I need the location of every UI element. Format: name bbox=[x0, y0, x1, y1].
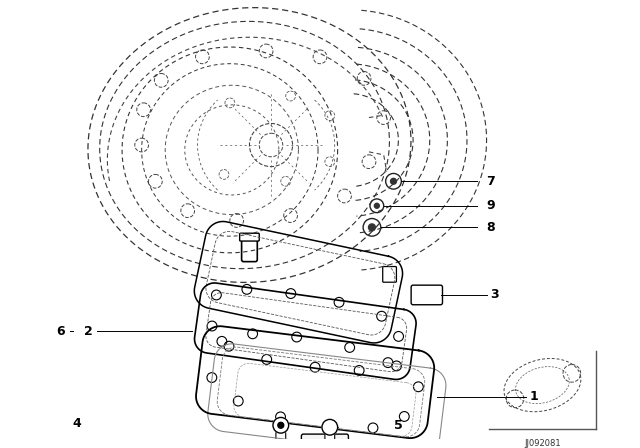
Text: 6: 6 bbox=[56, 325, 65, 338]
FancyBboxPatch shape bbox=[242, 236, 257, 262]
Text: 9: 9 bbox=[486, 199, 495, 212]
Text: 2: 2 bbox=[84, 325, 93, 338]
Text: 8: 8 bbox=[486, 221, 495, 234]
Text: 7: 7 bbox=[486, 175, 495, 188]
Circle shape bbox=[369, 224, 376, 231]
FancyBboxPatch shape bbox=[301, 434, 348, 448]
FancyBboxPatch shape bbox=[276, 432, 285, 440]
Circle shape bbox=[278, 422, 284, 428]
Text: 1: 1 bbox=[530, 390, 538, 403]
Text: JJ092081: JJ092081 bbox=[524, 439, 561, 448]
Circle shape bbox=[374, 203, 380, 208]
Circle shape bbox=[273, 418, 289, 433]
FancyBboxPatch shape bbox=[239, 233, 259, 241]
Circle shape bbox=[390, 178, 396, 184]
Circle shape bbox=[322, 419, 338, 435]
FancyBboxPatch shape bbox=[383, 267, 396, 282]
FancyBboxPatch shape bbox=[411, 285, 442, 305]
Text: 5: 5 bbox=[394, 419, 403, 432]
Text: 3: 3 bbox=[490, 289, 499, 302]
Text: 4: 4 bbox=[72, 417, 81, 430]
FancyBboxPatch shape bbox=[325, 434, 335, 441]
